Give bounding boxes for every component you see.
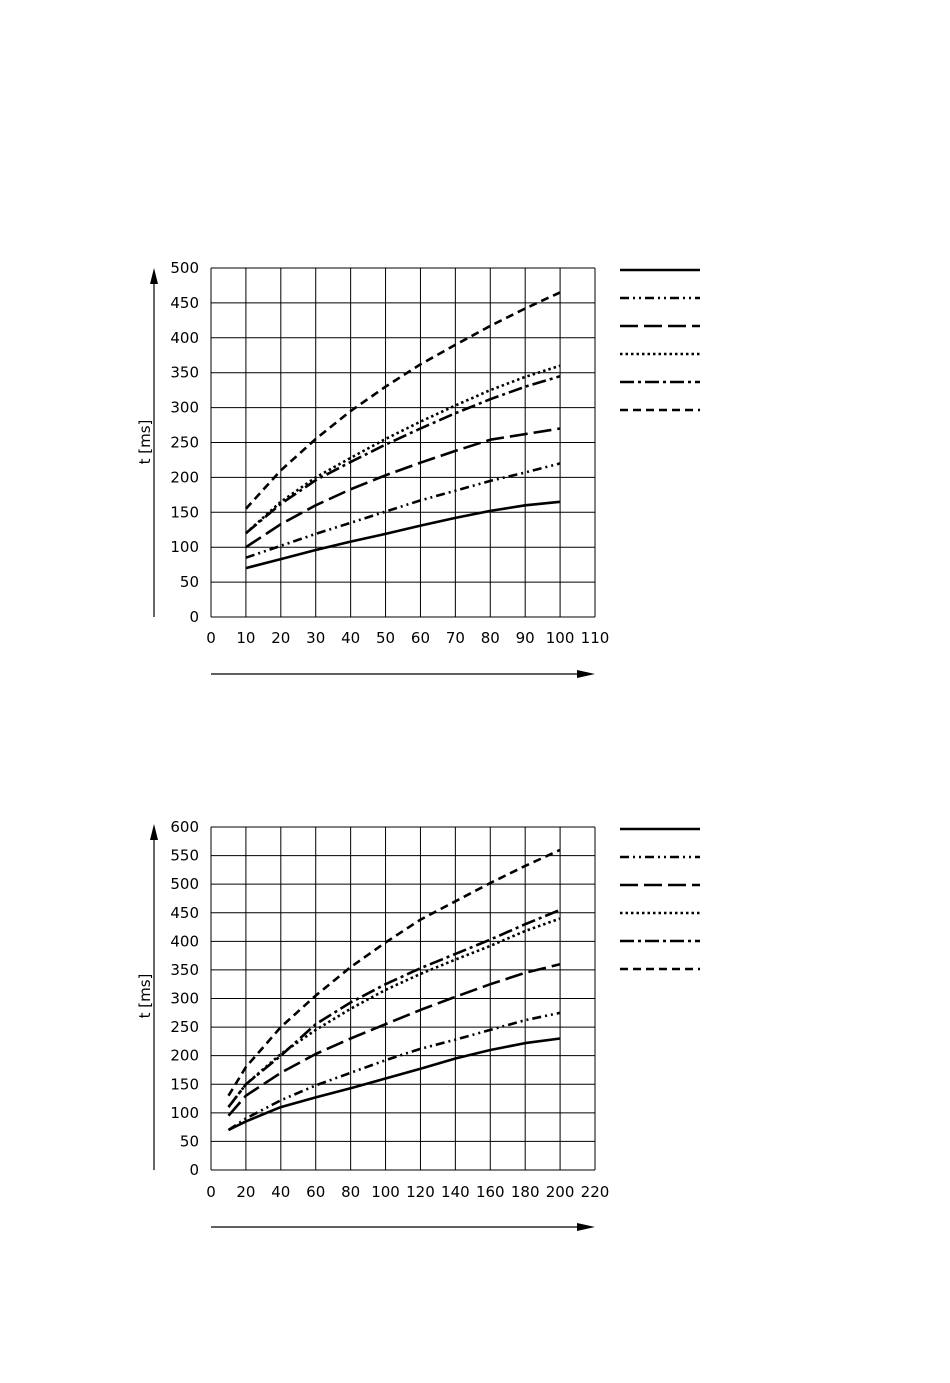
x-tick-label: 70 [446, 629, 465, 647]
x-tick-label: 100 [371, 1183, 400, 1201]
series-line-solid [227, 1037, 561, 1132]
grid [210, 267, 596, 618]
series-line-short-dash [244, 291, 561, 510]
x-tick-label: 80 [341, 1183, 360, 1201]
y-tick-label: 350 [170, 961, 199, 979]
y-tick-label: 550 [170, 847, 199, 865]
y-tick-label: 450 [170, 294, 199, 312]
y-axis-arrowhead [150, 824, 158, 840]
series-line-long-dash [245, 427, 561, 549]
y-tick-label: 150 [170, 503, 199, 521]
x-axis-arrowhead [577, 1223, 595, 1231]
y-tick-label: 100 [170, 1104, 199, 1122]
series-line-solid [245, 500, 561, 570]
y-tick-label: 500 [170, 259, 199, 277]
x-tick-label: 20 [236, 1183, 255, 1201]
series-line-dotted [227, 917, 561, 1108]
chart-top: 0 10 20 30 40 50 60 70 80 90 100 110 0 50 100 150 200 250… [136, 259, 700, 678]
x-tick-label: 0 [206, 1183, 216, 1201]
x-axis-arrowhead [577, 670, 595, 678]
y-tick-label: 150 [170, 1075, 199, 1093]
y-axis-label: t [ms] [136, 420, 154, 465]
y-axis-arrowhead [150, 268, 158, 284]
x-tick-label: 100 [546, 629, 575, 647]
x-tick-label: 220 [581, 1183, 610, 1201]
y-tick-label: 200 [170, 1047, 199, 1065]
y-tick-label: 300 [170, 399, 199, 417]
y-tick-label: 350 [170, 364, 199, 382]
x-tick-label: 200 [546, 1183, 575, 1201]
y-tick-label: 450 [170, 904, 199, 922]
series-line-dash-dot [227, 908, 561, 1108]
y-tick-label: 300 [170, 990, 199, 1008]
y-axis-label: t [ms] [136, 974, 154, 1019]
y-tick-label: 250 [170, 434, 199, 452]
y-tick-label: 50 [180, 573, 199, 591]
series-line-dash-dot-dot [245, 462, 561, 559]
x-tick-label: 30 [306, 629, 325, 647]
y-tick-label: 400 [170, 329, 199, 347]
x-tick-label: 180 [511, 1183, 540, 1201]
x-tick-label: 90 [516, 629, 535, 647]
x-tick-label: 140 [441, 1183, 470, 1201]
x-tick-label: 50 [376, 629, 395, 647]
x-tick-label: 160 [476, 1183, 505, 1201]
x-tick-label: 10 [236, 629, 255, 647]
y-tick-label: 0 [189, 608, 199, 626]
y-tick-label: 500 [170, 875, 199, 893]
x-tick-label: 120 [406, 1183, 435, 1201]
y-tick-label: 100 [170, 538, 199, 556]
series-line-dash-dot [245, 374, 561, 535]
x-tick-label: 80 [481, 629, 500, 647]
x-tick-label: 60 [306, 1183, 325, 1201]
chart-bottom: 0 20 40 60 80 100 120 140 160 180 200 220 0 50 100 150 2… [136, 818, 700, 1231]
x-tick-label: 60 [411, 629, 430, 647]
series-line-dotted [245, 364, 561, 535]
x-tick-label: 40 [271, 1183, 290, 1201]
y-tick-label: 0 [189, 1161, 199, 1179]
grid [210, 826, 596, 1171]
x-tick-label: 110 [581, 629, 610, 647]
y-tick-label: 250 [170, 1018, 199, 1036]
y-tick-label: 600 [170, 818, 199, 836]
series-line-long-dash [227, 962, 561, 1117]
x-tick-label: 20 [271, 629, 290, 647]
y-tick-label: 200 [170, 468, 199, 486]
x-tick-label: 0 [206, 629, 216, 647]
y-tick-label: 400 [170, 932, 199, 950]
series-line-short-dash [227, 848, 561, 1097]
y-tick-label: 50 [180, 1132, 199, 1150]
x-tick-label: 40 [341, 629, 360, 647]
